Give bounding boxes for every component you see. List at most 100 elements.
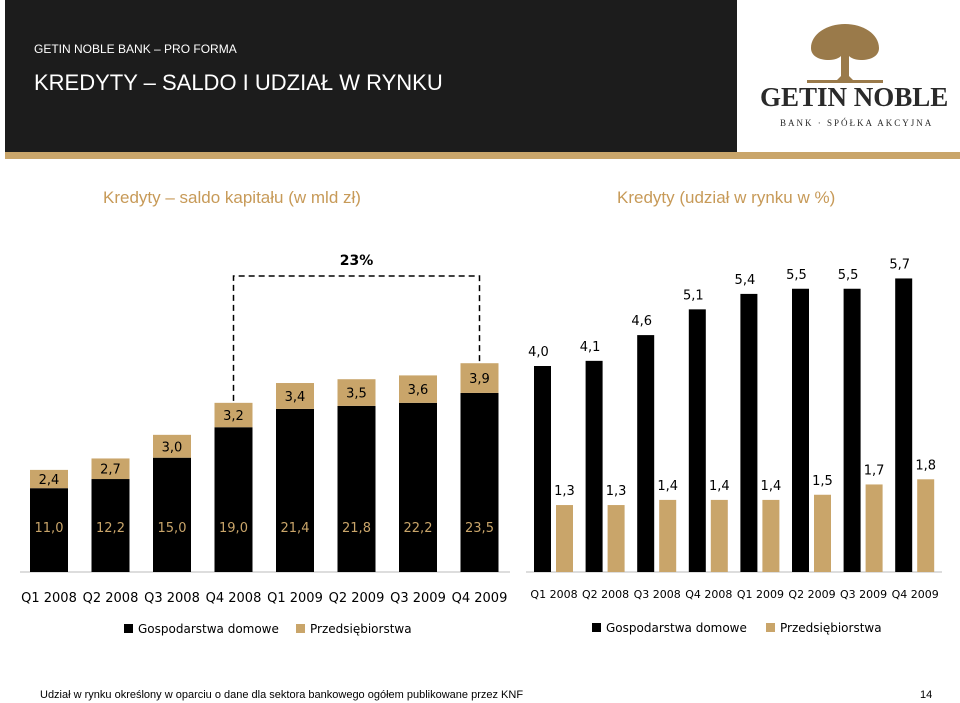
bar-households [337, 405, 376, 572]
data-label-companies: 1,4 [657, 479, 678, 494]
x-tick-label: Q2 2009 [788, 588, 835, 601]
header-banner: GETIN NOBLE BANK – PRO FORMA KREDYTY – S… [5, 0, 737, 152]
x-tick-label: Q4 2008 [685, 588, 732, 601]
x-tick-label: Q4 2009 [892, 588, 939, 601]
data-label-households: 4,1 [580, 340, 601, 355]
bar-households [30, 488, 68, 572]
bar-households [91, 479, 130, 572]
data-label-companies: 3,2 [223, 409, 244, 424]
market-share-chart: 4,0 1,3 Q1 2008 4,1 1,3 Q2 2008 4,6 1,4 Q3 2008 5… [526, 257, 942, 635]
x-tick-label: Q2 2008 [582, 588, 629, 601]
data-label-households: 23,5 [465, 521, 494, 536]
bar-households [740, 293, 758, 572]
data-label-companies: 3,0 [162, 440, 183, 455]
page-number: 14 [920, 689, 933, 701]
bar-households [585, 360, 603, 572]
x-tick-label: Q3 2009 [390, 591, 446, 606]
bar-companies [214, 402, 253, 428]
data-label-companies: 2,7 [100, 463, 121, 478]
bar-households [688, 309, 706, 572]
x-tick-label: Q1 2009 [267, 591, 323, 606]
logo-tagline: BANK · SPÓŁKA AKCYJNA [780, 118, 934, 128]
bar-companies [556, 505, 573, 572]
bar-companies [710, 499, 728, 572]
x-tick-label: Q1 2008 [530, 588, 577, 601]
page-title: KREDYTY – SALDO I UDZIAŁ W RYNKU [34, 70, 443, 95]
bar-companies [276, 383, 314, 409]
growth-bracket [232, 275, 481, 401]
bar-companies [30, 469, 68, 489]
data-label-companies: 1,7 [864, 463, 885, 478]
data-label-companies: 3,5 [346, 387, 367, 402]
legend-label-households: Gospodarstwa domowe [138, 622, 279, 636]
bar-households [895, 278, 913, 572]
bar-companies [337, 379, 376, 406]
legend-label-households: Gospodarstwa domowe [606, 621, 747, 635]
footnote: Udział w rynku określony w oparciu o dan… [40, 689, 524, 701]
legend-swatch-households [592, 623, 601, 632]
accent-divider [5, 152, 960, 159]
bar-companies [917, 479, 935, 572]
x-tick-label: Q2 2009 [329, 591, 385, 606]
bar-households [792, 288, 809, 572]
x-tick-label: Q1 2008 [21, 591, 77, 606]
data-label-companies: 1,5 [812, 474, 833, 489]
bar-households [153, 457, 191, 572]
legend-swatch-companies [766, 623, 775, 632]
x-tick-label: Q4 2009 [452, 591, 508, 606]
bar-households [276, 408, 314, 572]
data-label-households: 4,6 [631, 314, 652, 329]
data-label-households: 5,5 [786, 268, 807, 283]
data-label-companies: 1,4 [761, 479, 782, 494]
data-label-companies: 3,9 [469, 372, 490, 387]
data-label-companies: 2,4 [39, 473, 60, 488]
bar-households [843, 288, 861, 572]
header-subtitle: GETIN NOBLE BANK – PRO FORMA [34, 42, 237, 56]
legend-label-companies: Przedsiębiorstwa [310, 622, 412, 636]
legend-label-companies: Przedsiębiorstwa [780, 621, 882, 635]
data-label-companies: 1,3 [554, 484, 575, 499]
data-label-companies: 1,8 [915, 458, 936, 473]
chart-title-market-share: Kredyty (udział w rynku w %) [617, 188, 836, 207]
bar-companies [399, 375, 437, 403]
data-label-companies: 1,4 [709, 479, 730, 494]
x-tick-label: Q3 2008 [634, 588, 681, 601]
data-label-households: 4,0 [528, 345, 549, 360]
chart-title-balance: Kredyty – saldo kapitału (w mld zł) [103, 188, 361, 207]
bar-companies [460, 363, 499, 393]
bar-companies [153, 434, 191, 458]
tree-icon [807, 24, 883, 83]
x-tick-label: Q3 2009 [840, 588, 887, 601]
data-label-households: 15,0 [158, 521, 187, 536]
data-label-households: 21,4 [281, 521, 310, 536]
bar-companies [659, 499, 677, 572]
data-label-companies: 3,6 [408, 383, 429, 398]
bar-households [214, 427, 253, 572]
legend-swatch-households [124, 624, 133, 633]
data-label-households: 22,2 [404, 521, 433, 536]
bar-companies [814, 494, 831, 572]
balance-chart: 11,0 2,4 Q1 2008 12,2 2,7 Q2 2008 15,0 3,0 Q3 20… [20, 253, 510, 636]
data-label-households: 19,0 [219, 521, 248, 536]
x-tick-label: Q2 2008 [83, 591, 139, 606]
logo-wordmark: GETIN NOBLE [760, 82, 949, 112]
growth-annotation: 23% [340, 253, 374, 269]
bar-companies [607, 505, 625, 572]
x-tick-label: Q3 2008 [144, 591, 200, 606]
bar-companies [91, 458, 130, 480]
legend-swatch-companies [296, 624, 305, 633]
bar-companies [762, 499, 780, 572]
x-tick-label: Q1 2009 [737, 588, 784, 601]
data-label-companies: 3,4 [285, 390, 306, 405]
data-label-households: 5,1 [683, 288, 704, 303]
data-label-companies: 1,3 [606, 484, 627, 499]
data-label-households: 12,2 [96, 521, 125, 536]
data-label-households: 21,8 [342, 521, 371, 536]
bar-households [399, 402, 437, 572]
bar-households [637, 335, 655, 572]
bar-households [460, 392, 499, 572]
x-tick-label: Q4 2008 [206, 591, 262, 606]
bar-companies [865, 484, 883, 572]
data-label-households: 11,0 [35, 521, 64, 536]
bar-households [534, 366, 551, 572]
